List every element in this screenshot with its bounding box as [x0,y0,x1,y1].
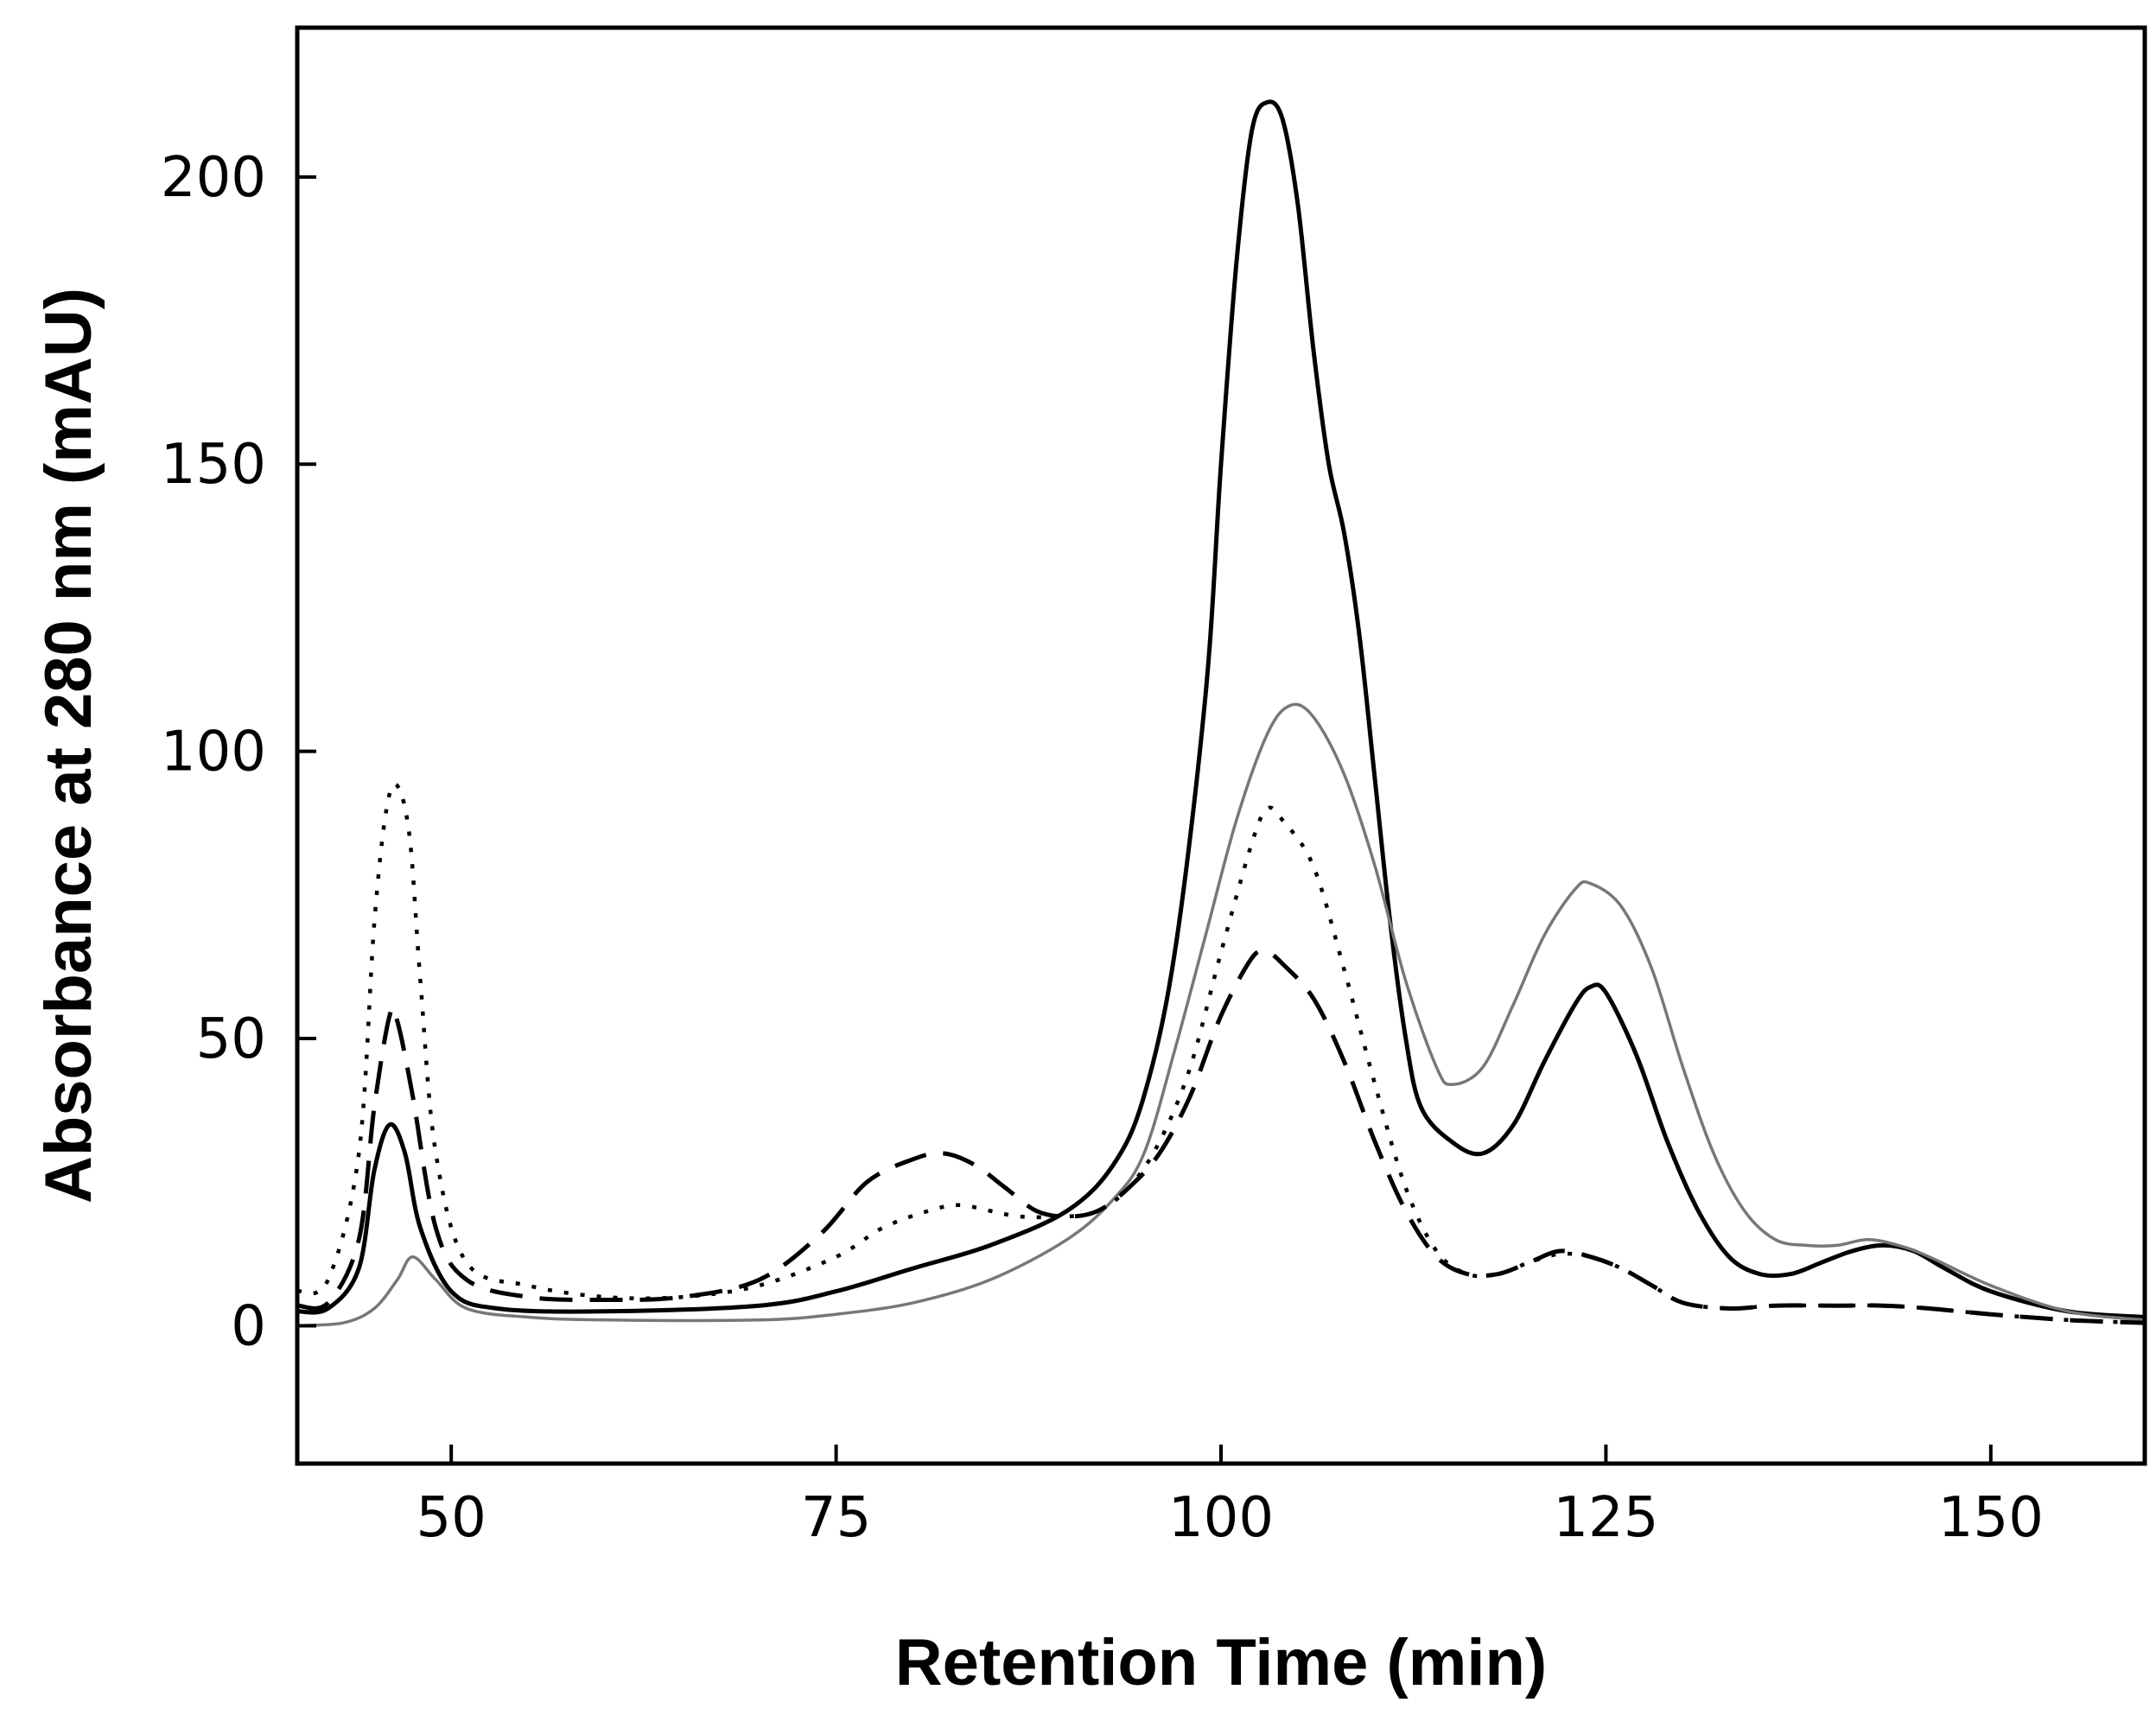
y-axis-ticks: 0 50 100 150 200 [161,146,316,1358]
x-tick-label: 75 [801,1486,871,1550]
x-axis-title: Retention Time (min) [895,1626,1547,1699]
x-tick-label: 50 [416,1486,486,1550]
y-axis-title: Absorbance at 280 nm (mAU) [32,288,105,1204]
x-tick-label: 150 [1938,1486,2044,1550]
series-line-solid-gray [296,702,2146,1328]
series-line-dashed-black [296,949,2146,1325]
series-line-solid-black [296,99,2146,1319]
y-tick-label: 50 [196,1007,266,1071]
x-tick-label: 100 [1168,1486,1274,1550]
series-layer [296,99,2146,1328]
y-tick-label: 150 [161,433,266,497]
x-tick-label: 125 [1553,1486,1658,1550]
y-tick-label: 0 [231,1294,266,1358]
series-line-dotted-black [296,782,2146,1325]
y-tick-label: 100 [161,721,266,784]
x-axis-ticks: 50 75 100 125 150 [416,1445,2044,1550]
y-tick-label: 200 [161,146,266,210]
